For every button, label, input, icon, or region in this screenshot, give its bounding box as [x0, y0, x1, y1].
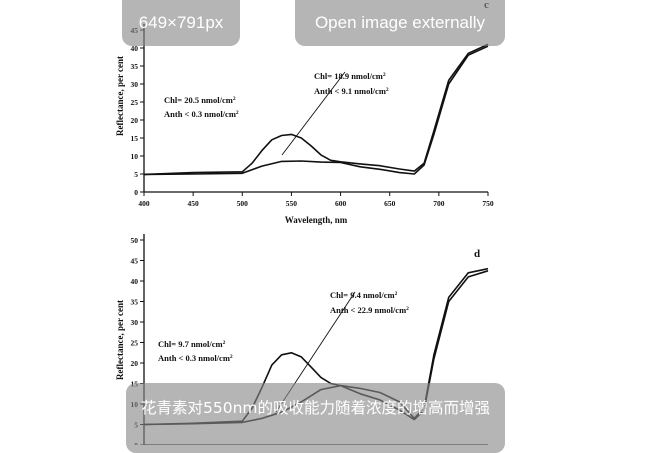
chart-panel-c: 400 450 500 550 600 650 700 750 0 5 10 15 20 25 30 35 4… — [115, 0, 494, 225]
image-dimensions-label: 649×791px — [122, 0, 240, 46]
panel-label: d — [474, 248, 480, 260]
y-tick-label: 20 — [131, 359, 139, 368]
y-tick-label: 25 — [131, 98, 139, 107]
annotation-chl-9-7: Chl= 9.7 nmol/cm2 — [158, 339, 226, 349]
caption-text: 花青素对550nm的吸收能力随着浓度的增高而增强 — [140, 399, 490, 417]
x-tick-label: 400 — [138, 199, 150, 208]
y-tick-label: 15 — [131, 134, 139, 143]
x-tick-label: 750 — [482, 199, 494, 208]
y-tick-label: 10 — [131, 152, 139, 161]
y-tick-label: 30 — [131, 80, 139, 89]
y-ticks: 051015202530354045 — [131, 26, 144, 197]
y-tick-label: 35 — [131, 62, 139, 71]
x-tick-label: 500 — [237, 199, 249, 208]
annotation-chl-9-4: Chl= 9.4 nmol/cm2 — [330, 290, 398, 300]
annotation-pointer — [281, 71, 346, 156]
x-tick-label: 700 — [433, 199, 445, 208]
annotation-anth-0-3: Anth < 0.3 nmol/cm2 — [158, 353, 233, 363]
y-tick-label: 5 — [134, 170, 138, 179]
y-axis-label: Reflectance, per cent — [115, 300, 125, 380]
y-tick-label: 40 — [131, 44, 139, 53]
x-axis-label: Wavelength, nm — [285, 215, 348, 225]
annotation-chl-20-5: Chl= 20.5 nmol/cm2 — [164, 95, 236, 105]
image-caption: 花青素对550nm的吸收能力随着浓度的增高而增强 — [126, 383, 505, 453]
y-tick-label: 35 — [131, 298, 139, 307]
y-tick-label: 0 — [134, 188, 138, 197]
y-tick-label: 25 — [131, 339, 139, 348]
annotation-anth-22-9: Anth < 22.9 nmol/cm2 — [330, 305, 409, 315]
x-tick-label: 450 — [188, 199, 200, 208]
x-tick-label: 650 — [384, 199, 396, 208]
y-tick-label: 45 — [131, 257, 139, 266]
series-line-1 — [143, 43, 489, 176]
annotation-anth-0-3: Anth < 0.3 nmol/cm2 — [164, 109, 239, 119]
annotation-chl-18-9: Chl= 18.9 nmol/cm2 — [314, 71, 386, 81]
x-tick-label: 550 — [286, 199, 298, 208]
y-tick-label: 40 — [131, 277, 139, 286]
x-ticks: 400 450 500 550 600 650 700 750 — [138, 192, 494, 208]
y-axis-label: Reflectance, per cent — [115, 56, 125, 136]
series-group — [143, 43, 489, 176]
y-tick-label: 50 — [131, 236, 139, 245]
y-tick-label: 30 — [131, 318, 139, 327]
y-tick-label: 20 — [131, 116, 139, 125]
x-tick-label: 600 — [335, 199, 347, 208]
series-line-2 — [143, 45, 489, 176]
open-image-externally-button[interactable]: Open image externally — [295, 0, 505, 46]
annotation-anth-9-1: Anth < 9.1 nmol/cm2 — [314, 86, 389, 96]
open-external-label: Open image externally — [314, 13, 486, 32]
dimensions-text: 649×791px — [138, 13, 224, 32]
